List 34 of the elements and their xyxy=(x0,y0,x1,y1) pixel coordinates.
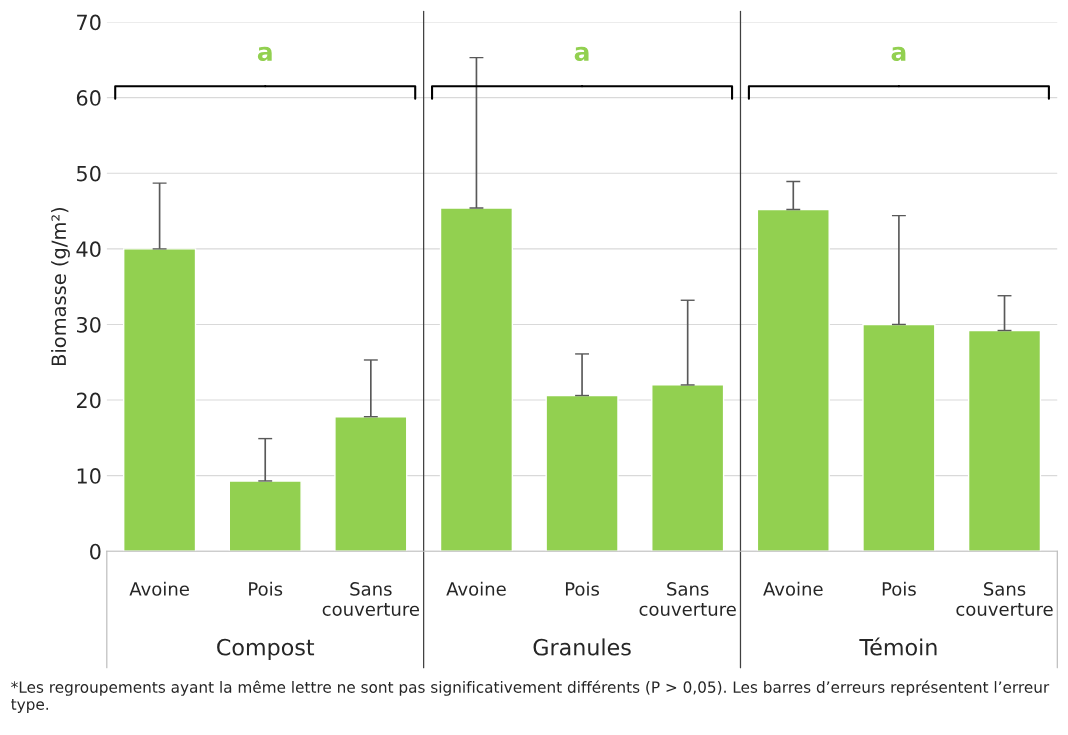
y-tick-label: 40 xyxy=(76,241,101,258)
y-tick-label: 0 xyxy=(90,543,101,560)
y-tick-label: 20 xyxy=(76,392,101,409)
y-axis-title: Biomasse (g/m²) xyxy=(51,207,70,366)
bar xyxy=(862,323,936,552)
text: *Les regroupements ayant la même lettre ne sont pas significativement différents (P > 0,05). Les barres d’erreurs représentent l’erreur type. xyxy=(11,680,1050,713)
bar xyxy=(123,248,197,552)
bar xyxy=(651,384,725,552)
y-tick-label: 50 xyxy=(77,165,101,182)
bar xyxy=(967,329,1042,552)
text: Compost xyxy=(217,638,315,660)
x-tick-label: Pois xyxy=(882,581,916,596)
x-tick-label: Sans couverture xyxy=(956,582,1053,616)
x-tick-label: Pois xyxy=(565,581,600,596)
text: Granules xyxy=(533,638,631,656)
x-tick-label: Avoine xyxy=(763,581,823,596)
text: Témoin xyxy=(859,637,937,656)
x-tick-label: Pois xyxy=(249,581,283,596)
bar xyxy=(334,415,408,552)
y-tick-label: 70 xyxy=(77,14,101,31)
annotation: a xyxy=(574,46,589,62)
annotation: a xyxy=(257,46,272,62)
y-tick-label: 60 xyxy=(76,90,101,106)
x-tick-label: Sans couverture xyxy=(639,582,736,616)
y-tick-label: 30 xyxy=(77,316,101,333)
annotation: a xyxy=(891,46,906,62)
x-tick-label: Sans couverture xyxy=(322,582,420,616)
bar xyxy=(439,207,514,552)
bar xyxy=(756,208,830,552)
bar xyxy=(228,480,302,552)
x-tick-label: Avoine xyxy=(129,581,189,596)
x-tick-label: Avoine xyxy=(446,581,506,596)
y-tick-label: 10 xyxy=(77,468,101,484)
bar xyxy=(545,394,619,552)
